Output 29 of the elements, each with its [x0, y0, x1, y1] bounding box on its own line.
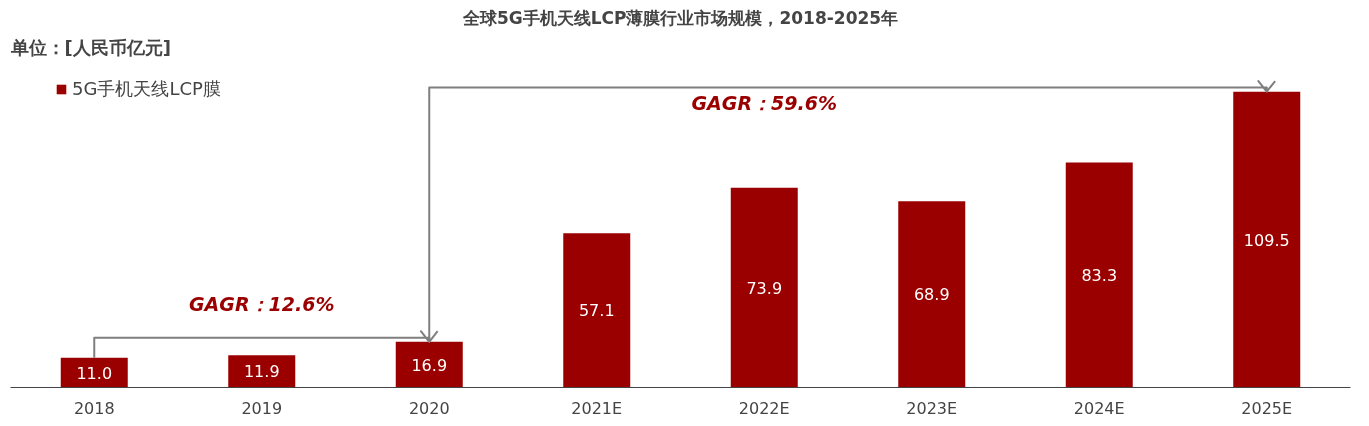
x-tick-label: 2023E — [906, 398, 958, 418]
annotation: GAGR：12.6% — [189, 292, 335, 315]
x-tick-label: 2025E — [1241, 398, 1293, 418]
bar — [60, 357, 128, 388]
data-label: 16.9 — [411, 355, 448, 375]
x-tick-label: 2018 — [73, 398, 115, 418]
x-tick-label: 2024E — [1073, 398, 1125, 418]
data-label: 11.9 — [243, 362, 280, 382]
annotation: GAGR：59.6% — [691, 92, 837, 115]
bar — [228, 355, 296, 388]
bar — [1065, 162, 1133, 388]
x-tick-label: 2019 — [241, 398, 283, 418]
x-tick-label: 2021E — [571, 398, 623, 418]
data-label: 73.9 — [746, 278, 783, 298]
data-label: 109.5 — [1243, 230, 1290, 250]
bar — [730, 187, 798, 388]
bar — [898, 201, 966, 388]
bar — [563, 233, 631, 388]
chart-title: 全球5G手机天线LCP薄膜行业市场规模，2018-2025年 — [461, 7, 899, 28]
x-tick-label: 2020 — [408, 398, 450, 418]
bar — [395, 341, 463, 388]
data-label: 57.1 — [578, 301, 615, 321]
legend-label: 5G手机天线LCP膜 — [72, 77, 221, 101]
data-label: 83.3 — [1081, 265, 1118, 285]
bar — [1233, 91, 1301, 388]
data-label: 11.0 — [76, 363, 113, 383]
data-label: 68.9 — [913, 285, 950, 305]
text: 单位：[人民币亿元] — [9, 36, 171, 58]
x-tick-label: 2022E — [738, 398, 790, 418]
